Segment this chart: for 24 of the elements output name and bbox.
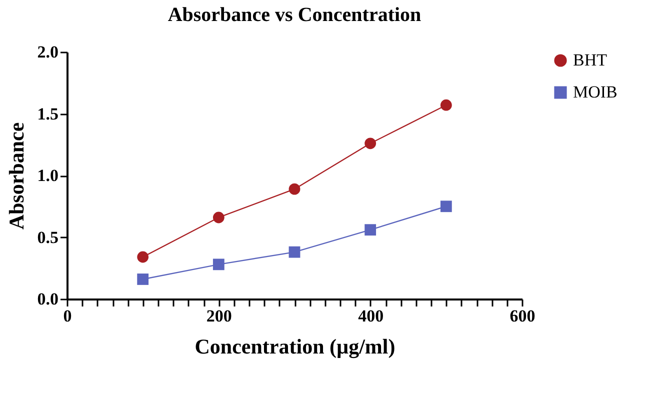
point (137, 274, 149, 285)
x-tick-label: 0 (63, 306, 72, 326)
point (288, 246, 300, 258)
point (440, 99, 452, 111)
point (440, 200, 452, 212)
legend-label: BHT (573, 50, 608, 70)
y-tick-label: 0.5 (37, 228, 58, 247)
legend-label: MOIB (573, 82, 618, 102)
y-tick-label: 1.5 (37, 104, 58, 124)
y-tick-label: 2.0 (37, 42, 58, 62)
x-tick-label: 200 (206, 306, 232, 326)
point (364, 224, 376, 236)
point (212, 258, 224, 270)
y-tick-label: 1.0 (37, 166, 58, 185)
point (212, 212, 224, 224)
y-tick-label: 0.0 (37, 290, 58, 308)
y-axis-title: Absorbance (4, 122, 28, 230)
x-tick-label: 600 (510, 306, 536, 326)
point (288, 183, 300, 195)
x-axis-title: Concentration (µg/ml) (194, 334, 396, 358)
chart-title: Absorbance vs Concentration (168, 4, 422, 26)
point (364, 138, 376, 150)
x-tick-label: 400 (358, 306, 384, 326)
point (137, 251, 149, 263)
